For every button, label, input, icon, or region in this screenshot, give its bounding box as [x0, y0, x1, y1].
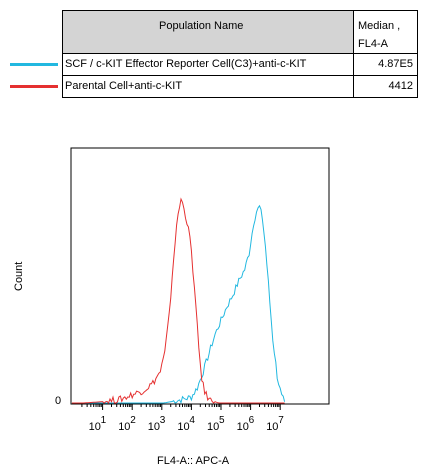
legend-row-reporter: SCF / c-KIT Effector Reporter Cell(C3)+a… [8, 54, 418, 76]
x-tick-label: 10 [266, 421, 278, 433]
x-tick-label: 10 [118, 421, 130, 433]
legend-header-name: Population Name [62, 10, 354, 54]
x-tick-label: 10 [148, 421, 160, 433]
x-tick-exponent: 6 [249, 415, 255, 426]
legend-table: Population Name Median , FL4-A SCF / c-K… [8, 10, 418, 102]
x-tick-label: 10 [207, 421, 219, 433]
x-tick-label: 10 [177, 421, 189, 433]
median-header-line1: Median , [358, 20, 401, 32]
population-name-header: Population Name [159, 20, 244, 32]
x-tick-label: 10 [89, 421, 101, 433]
x-tick-exponent: 5 [219, 415, 225, 426]
histogram-series-0 [72, 204, 286, 404]
x-axis-label: FL4-A:: APC-A [157, 455, 230, 467]
x-tick-exponent: 4 [189, 415, 195, 426]
median-header-line2: FL4-A [358, 38, 388, 50]
legend-row-name: SCF / c-KIT Effector Reporter Cell(C3)+a… [62, 54, 354, 76]
y-zero-label: 0 [55, 395, 61, 407]
x-tick-label: 10 [237, 421, 249, 433]
legend-row-median: 4.87E5 [354, 54, 418, 76]
x-tick-exponent: 3 [160, 415, 166, 426]
legend-header-median: Median , FL4-A [354, 10, 418, 54]
parental-color-swatch [10, 85, 58, 88]
x-tick-exponent: 1 [101, 415, 107, 426]
legend-row-parental: Parental Cell+anti-c-KIT 4412 [8, 76, 418, 98]
x-tick-exponent: 2 [130, 415, 136, 426]
x-tick-exponent: 7 [278, 415, 284, 426]
histogram-series-1 [72, 197, 285, 404]
y-axis-label: Count [13, 262, 25, 291]
reporter-color-swatch [10, 63, 58, 66]
legend-row-name: Parental Cell+anti-c-KIT [62, 76, 354, 98]
legend-row-median: 4412 [354, 76, 418, 98]
